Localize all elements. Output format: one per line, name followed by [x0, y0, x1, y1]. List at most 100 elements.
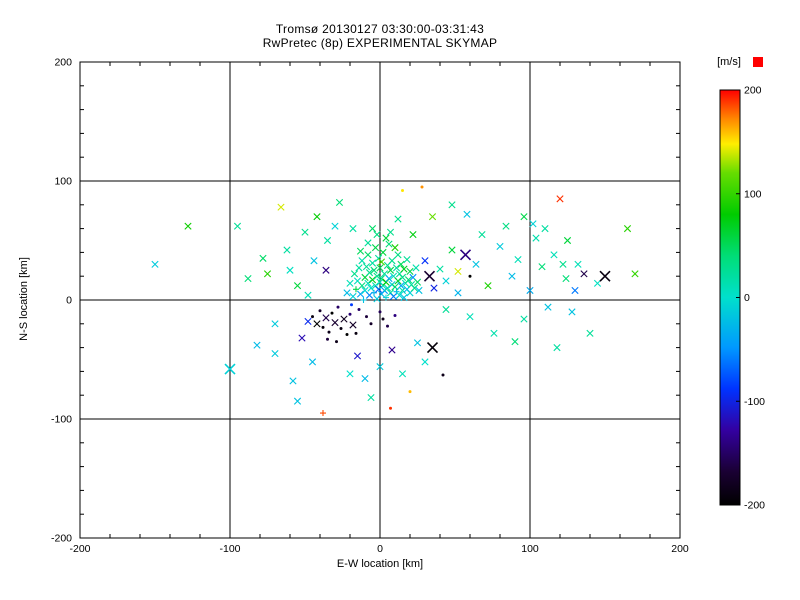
data-point — [370, 266, 378, 274]
data-point — [553, 344, 561, 352]
data-point — [541, 225, 549, 233]
data-point — [550, 251, 558, 259]
data-point — [623, 225, 632, 233]
data-point — [330, 311, 334, 315]
colorbar-tick-label: 100 — [744, 188, 762, 200]
data-point — [466, 313, 474, 321]
colorbar-label: [m/s] — [717, 56, 741, 68]
data-point — [350, 303, 353, 307]
colorbar-max-swatch — [753, 57, 763, 67]
data-point — [544, 303, 552, 311]
data-point — [395, 291, 404, 299]
data-point — [496, 242, 504, 251]
data-point — [394, 251, 402, 259]
data-point — [373, 230, 381, 239]
data-point — [526, 286, 534, 295]
data-point — [289, 377, 297, 385]
data-point — [336, 305, 340, 309]
data-point — [331, 222, 339, 230]
data-point — [388, 257, 396, 265]
data-point — [562, 274, 570, 283]
data-point — [593, 279, 602, 287]
data-point — [271, 320, 279, 328]
data-point — [371, 289, 377, 296]
x-tick-label: 100 — [521, 543, 539, 555]
data-point — [385, 274, 393, 283]
data-point — [322, 266, 330, 274]
data-point — [277, 203, 285, 211]
data-point — [293, 282, 302, 290]
data-point — [394, 215, 402, 223]
data-point — [151, 260, 159, 268]
colorbar-tick-label: -200 — [744, 500, 765, 512]
data-point — [520, 315, 528, 323]
data-point — [376, 264, 384, 272]
colorbar-tick-label: 0 — [744, 292, 750, 304]
data-point — [383, 294, 389, 301]
data-point — [313, 213, 321, 221]
data-point — [361, 374, 369, 383]
data-point — [313, 320, 321, 328]
colorbar-tick-label: -100 — [744, 396, 765, 408]
data-point — [412, 264, 420, 272]
data-point — [364, 251, 372, 259]
data-point — [348, 312, 352, 316]
data-point — [403, 255, 411, 264]
data-point — [360, 297, 367, 303]
data-point — [468, 274, 472, 278]
data-point — [323, 236, 332, 245]
data-point — [259, 254, 267, 262]
data-point — [571, 286, 579, 295]
data-point — [358, 282, 366, 290]
data-point — [368, 276, 377, 284]
data-point — [349, 292, 357, 301]
data-point — [463, 210, 471, 218]
data-point — [376, 363, 384, 371]
data-point — [392, 264, 401, 272]
data-point — [420, 185, 424, 189]
data-point — [321, 325, 325, 329]
data-point — [409, 230, 417, 239]
data-point — [353, 352, 362, 360]
data-point — [502, 222, 510, 230]
data-point — [354, 331, 358, 335]
data-point — [408, 390, 412, 394]
data-point — [283, 246, 291, 254]
data-point — [365, 315, 368, 319]
x-tick-label: 200 — [671, 543, 689, 555]
data-point — [365, 269, 374, 277]
data-point — [441, 373, 445, 377]
data-point — [263, 270, 272, 278]
data-point — [391, 244, 399, 252]
data-point — [398, 273, 407, 281]
data-point — [304, 317, 312, 326]
chart-title: Tromsø 20130127 03:30:00-03:31:43 — [275, 22, 485, 36]
data-point — [586, 329, 594, 337]
data-point — [373, 272, 381, 280]
data-point — [388, 346, 396, 354]
data-point — [410, 284, 419, 292]
data-point — [389, 292, 398, 301]
data-point — [357, 308, 361, 312]
data-point — [286, 266, 294, 274]
x-tick-label: -200 — [69, 543, 90, 555]
data-point — [508, 272, 516, 280]
data-point — [304, 291, 312, 299]
y-tick-label: 0 — [66, 295, 72, 307]
data-point — [511, 338, 519, 346]
data-point — [559, 260, 567, 268]
data-point — [574, 260, 582, 268]
data-point — [415, 286, 423, 295]
data-point — [367, 393, 375, 402]
data-point — [382, 234, 390, 242]
data-point — [398, 370, 407, 378]
data-point — [426, 342, 439, 354]
data-point — [184, 222, 192, 230]
data-point — [389, 406, 392, 410]
data-point — [271, 349, 279, 358]
data-point — [568, 308, 576, 316]
data-point — [343, 289, 351, 297]
data-point — [520, 213, 528, 221]
data-point — [532, 234, 540, 242]
